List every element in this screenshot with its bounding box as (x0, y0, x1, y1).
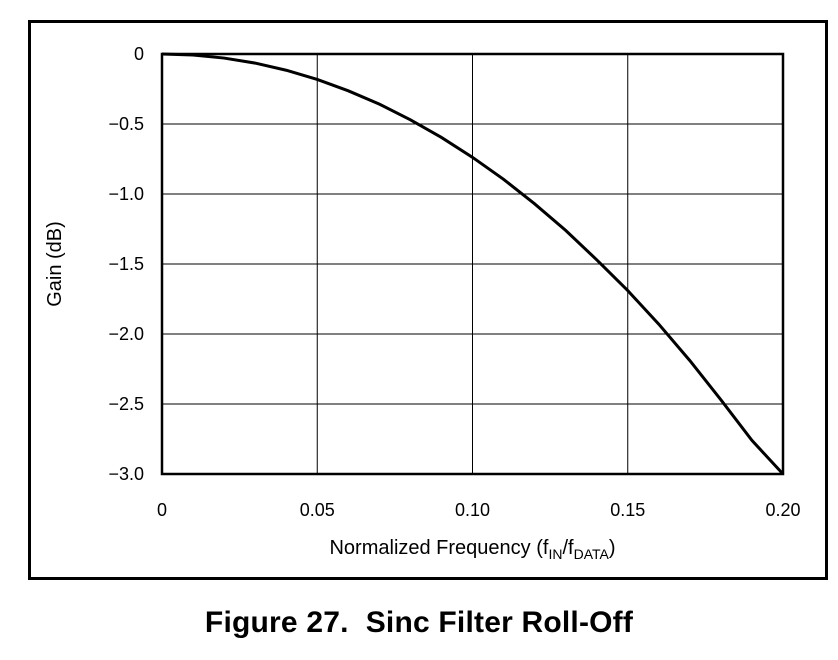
figure-frame: 0 −0.5 −1.0 −1.5 −2.0 −2.5 −3.0 0 0.05 0.10 0.15 0… (28, 20, 828, 580)
chart: 0−0.5−1.0−1.5−2.0−2.5−3.0 0 0.05 0.10 0.15 0… (44, 44, 801, 562)
y-tick-label: −0.5 (108, 114, 144, 134)
x-tick-label: 0.20 (765, 500, 800, 520)
y-axis-label: Gain (dB) (44, 221, 66, 307)
figure-number: Figure 27. (204, 606, 349, 639)
y-tick-label: −1.0 (108, 184, 144, 204)
x-axis-label-sub-data: DATA (574, 546, 610, 562)
figure-title: Sinc Filter Roll-Off (365, 606, 634, 639)
x-tick-label: 0.15 (610, 500, 645, 520)
x-tick-label: 0 (157, 500, 167, 520)
y-tick-labels: 0 −0.5 −1.0 −1.5 −2.0 −2.5 −3.0 (108, 44, 144, 484)
series-line-gain (161, 52, 785, 476)
x-tick-label: 0.10 (455, 500, 490, 520)
x-axis-label-main: Normalized Frequency (f (329, 537, 548, 559)
y-tick-label: −2.0 (108, 324, 144, 344)
x-tick-label: 0.05 (300, 500, 335, 520)
x-axis-label: Normalized Frequency (fIN/fDATA) (329, 537, 615, 562)
x-axis-label-sub-in: IN (548, 546, 562, 562)
y-tick-label: 0 (134, 44, 144, 64)
plot-area-border (160, 52, 785, 476)
y-tick-label: −3.0 (108, 464, 144, 484)
x-axis-label-close: ) (609, 537, 616, 559)
grid (161, 53, 784, 475)
figure-caption: Figure 27. Sinc Filter Roll-Off (0, 606, 838, 640)
x-tick-labels: 0 0.05 0.10 0.15 0.20 (157, 500, 801, 520)
y-tick-label: −1.5 (108, 254, 144, 274)
y-tick-label: −2.5 (108, 394, 144, 414)
x-axis-label-slash: /f (562, 537, 574, 559)
